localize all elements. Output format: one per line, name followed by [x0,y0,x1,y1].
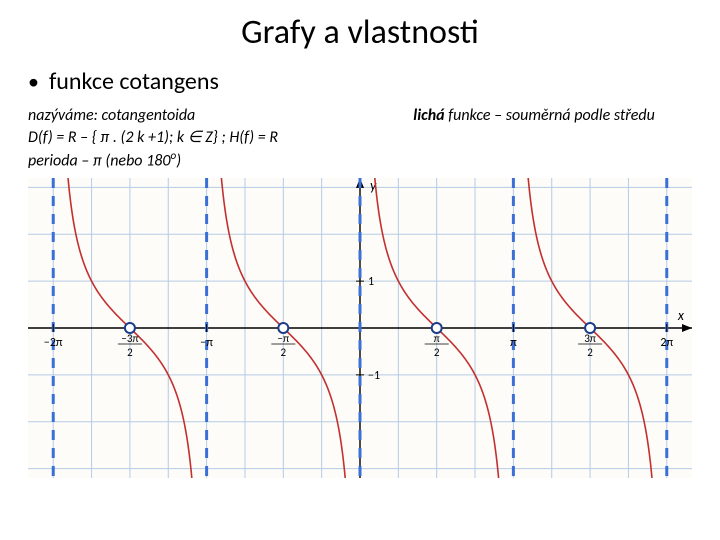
definition-name-line: nazýváme: cotangentoida [28,106,373,125]
svg-text:2π: 2π [660,336,673,350]
svg-text:2: 2 [434,346,440,359]
svg-text:1: 1 [368,275,374,289]
left-column: nazýváme: cotangentoida D(f) = R – { π .… [28,106,373,170]
period-line: perioda – π (nebo 180o) [28,149,373,170]
svg-text:−π: −π [200,336,213,350]
cotangent-chart: xy−2π−3π2−π−π2π2π3π22π1−1 [28,178,692,478]
bullet-text: funkce cotangens [49,67,219,96]
svg-text:x: x [677,307,685,324]
curve-name: cotangentoida [102,106,196,125]
svg-text:2: 2 [127,346,133,359]
chart-svg: xy−2π−3π2−π−π2π2π3π22π1−1 [28,178,692,478]
right-column: lichá funkce – souměrná podle středu [413,106,692,170]
slide-title: Grafy a vlastnosti [28,12,692,53]
definition-prefix: nazýváme: [28,106,102,125]
odd-function-note: lichá funkce – souměrná podle středu [413,106,692,125]
odd-label: lichá [413,106,444,125]
odd-rest: funkce – souměrná podle středu [445,106,655,125]
svg-text:−2π: −2π [44,336,63,350]
svg-text:π: π [510,336,517,350]
svg-text:2: 2 [281,346,287,359]
period-suffix: ) [176,151,181,170]
period-prefix: perioda – π (nebo 180 [28,151,170,170]
svg-text:2: 2 [587,346,593,359]
bullet-dot-icon: • [28,71,39,93]
bullet-row: • funkce cotangens [28,67,692,96]
svg-text:−1: −1 [368,369,380,383]
domain-range-line: D(f) = R – { π . (2 k +1); k ∈ Z} ; H(f)… [28,127,373,147]
